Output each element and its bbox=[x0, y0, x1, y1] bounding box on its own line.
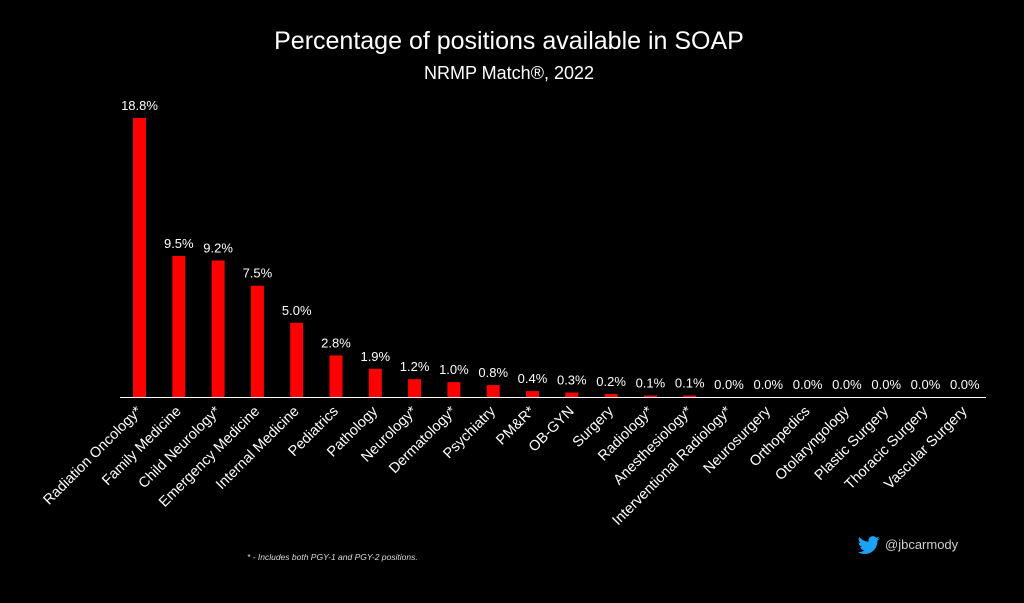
value-labels-group: 18.8% 9.5% 9.2% 7.5% 5.0% 2.8% 1.9% 1.2% 1.0% 0.8… bbox=[121, 98, 980, 392]
value-label: 9.2% bbox=[203, 241, 233, 256]
value-label: 0.0% bbox=[714, 377, 744, 392]
value-label: 5.0% bbox=[282, 303, 312, 318]
bar bbox=[565, 392, 579, 397]
bar bbox=[683, 395, 697, 397]
value-label: 0.1% bbox=[636, 376, 666, 391]
footnote: * - Includes both PGY-1 and PGY-2 positi… bbox=[247, 552, 418, 562]
bar bbox=[486, 385, 500, 397]
value-label: 0.0% bbox=[832, 377, 862, 392]
chart-subtitle: NRMP Match®, 2022 bbox=[424, 63, 594, 83]
bar bbox=[526, 391, 539, 397]
bar bbox=[329, 355, 343, 397]
value-label: 9.5% bbox=[164, 236, 194, 251]
value-label: 7.5% bbox=[243, 266, 273, 281]
value-label: 0.0% bbox=[950, 377, 980, 392]
value-label: 0.3% bbox=[557, 373, 587, 388]
value-label: 0.0% bbox=[871, 377, 901, 392]
value-label: 0.8% bbox=[478, 365, 508, 380]
value-label: 1.2% bbox=[400, 359, 430, 374]
bar bbox=[290, 322, 304, 397]
credit: @jbcarmody bbox=[857, 536, 959, 555]
value-label: 2.8% bbox=[321, 335, 351, 350]
value-label: 0.0% bbox=[911, 377, 941, 392]
bar bbox=[604, 394, 618, 397]
value-label: 0.1% bbox=[675, 376, 705, 391]
chart-title: Percentage of positions available in SOA… bbox=[274, 27, 744, 55]
value-label: 0.4% bbox=[518, 371, 548, 386]
bar bbox=[447, 382, 461, 397]
value-label: 1.0% bbox=[439, 362, 469, 377]
bar bbox=[133, 118, 146, 397]
bar bbox=[172, 256, 186, 397]
twitter-bird-icon bbox=[857, 536, 880, 555]
bar bbox=[250, 285, 264, 397]
bar bbox=[408, 379, 422, 397]
value-label: 0.0% bbox=[793, 377, 823, 392]
value-label: 18.8% bbox=[121, 98, 158, 113]
category-labels-group: Radiation Oncology*Family MedicineChild … bbox=[41, 403, 972, 529]
value-label: 0.0% bbox=[753, 377, 783, 392]
credit-handle: @jbcarmody bbox=[885, 537, 959, 552]
bar bbox=[368, 368, 382, 397]
bar bbox=[643, 395, 657, 397]
value-label: 1.9% bbox=[360, 349, 390, 364]
value-label: 0.2% bbox=[596, 374, 626, 389]
bar bbox=[211, 260, 225, 397]
bars-group bbox=[133, 118, 697, 397]
